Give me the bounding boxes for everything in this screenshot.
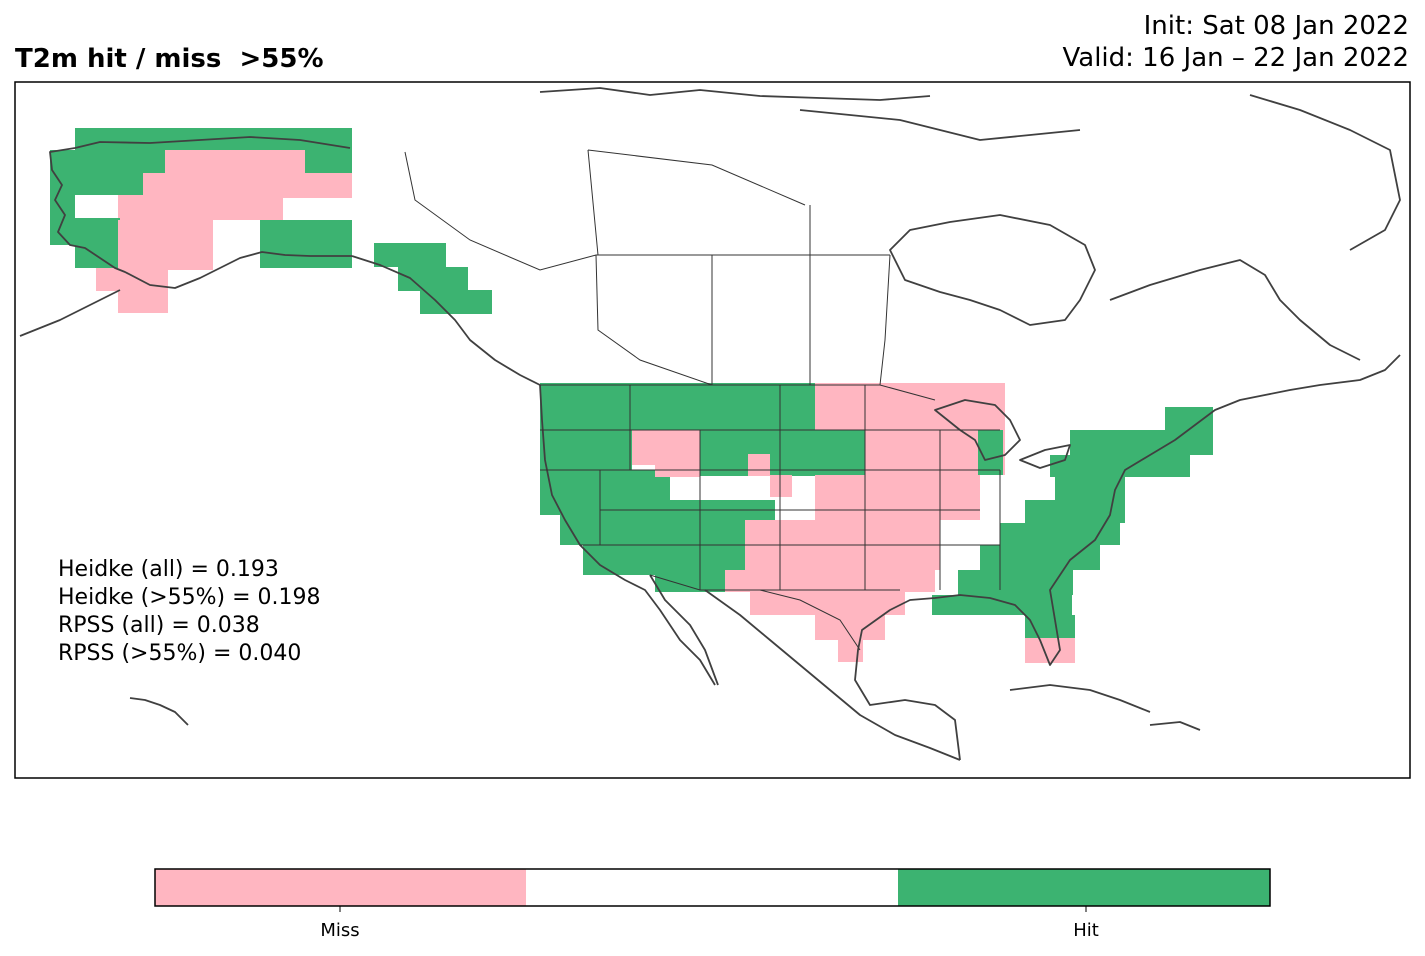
legend-label-miss: Miss [320,920,360,941]
great-lakes [934,399,1021,461]
hit-cell [420,290,492,314]
forecast-cells [50,128,1213,663]
hit-cell [374,243,446,267]
hit-cell [958,570,1073,595]
hawaii [129,697,189,726]
hit-cell [1050,455,1190,477]
hit-cell [655,570,725,592]
borders [404,149,1001,651]
colorbar-frame [154,868,1271,907]
miss-cell [118,195,283,220]
coastlines [19,87,1401,761]
miss-cell [165,150,305,173]
miss-cell [815,475,980,520]
hit-cell [782,430,867,475]
hit-cell [932,595,1072,615]
colorbar [154,868,1271,912]
hit-cell [980,545,1100,570]
hit-cell [540,383,815,431]
hit-cell [398,267,468,291]
us-canada-border [540,384,936,401]
stat-heidke-55: Heidke (>55%) = 0.198 [58,585,321,610]
hispaniola [1149,721,1201,731]
hudson-bay [889,214,1096,326]
cuba [1009,684,1151,713]
hit-cell [260,220,352,268]
mexico-west [704,589,961,761]
miss-cell [143,173,352,198]
miss-cell [770,475,792,497]
map-title: T2m hit / miss >55% [15,44,324,74]
init-date: Init: Sat 08 Jan 2022 [1143,11,1409,41]
miss-cell [725,570,935,592]
hit-cell [305,150,352,173]
hit-cell [1055,477,1125,500]
miss-cell [655,452,700,477]
colorbar-miss-swatch [155,869,526,906]
colorbar-hit-swatch [898,869,1270,906]
date-block: Init: Sat 08 Jan 2022 Valid: 16 Jan – 22… [1063,10,1410,74]
canada-provinces [404,149,891,386]
map-frame [14,81,1411,779]
gulf-coast [854,594,1061,761]
miss-cell [815,383,1005,430]
miss-cell [815,615,885,640]
stat-rpss-55: RPSS (>55%) = 0.040 [58,641,302,666]
baja [649,574,719,686]
hit-cell [1025,615,1075,640]
lake-erie [1019,444,1071,469]
valid-range: Valid: 16 Jan – 22 Jan 2022 [1062,43,1410,73]
aleutians [19,289,121,337]
miss-cell [748,454,770,476]
hit-cell [1025,500,1125,523]
stat-rpss-all: RPSS (all) = 0.038 [58,613,260,638]
bc-coast [351,255,541,386]
mexico-border [649,574,861,651]
hit-cell [75,218,120,268]
greenland [1249,94,1401,251]
us-states-h [540,429,1000,591]
hit-cell [1165,407,1213,455]
us-states-v [599,385,1001,590]
legend-label-hit: Hit [1073,920,1099,941]
arctic-islands-2 [799,109,1081,141]
atlantic-coast [1049,354,1401,621]
stat-heidke-all: Heidke (all) = 0.193 [58,557,279,582]
colorbar-neutral-swatch [526,869,898,906]
labrador [1109,259,1361,361]
hit-cell [1000,523,1120,545]
score-stats: Heidke (all) = 0.193 Heidke (>55%) = 0.1… [58,556,321,668]
miss-cell [1025,638,1075,663]
alaska-coast [49,136,352,289]
us-west-coast [539,384,716,686]
miss-cell [96,268,168,291]
miss-cell [118,290,168,313]
arctic-islands-1 [539,87,931,101]
miss-cell [118,220,213,270]
